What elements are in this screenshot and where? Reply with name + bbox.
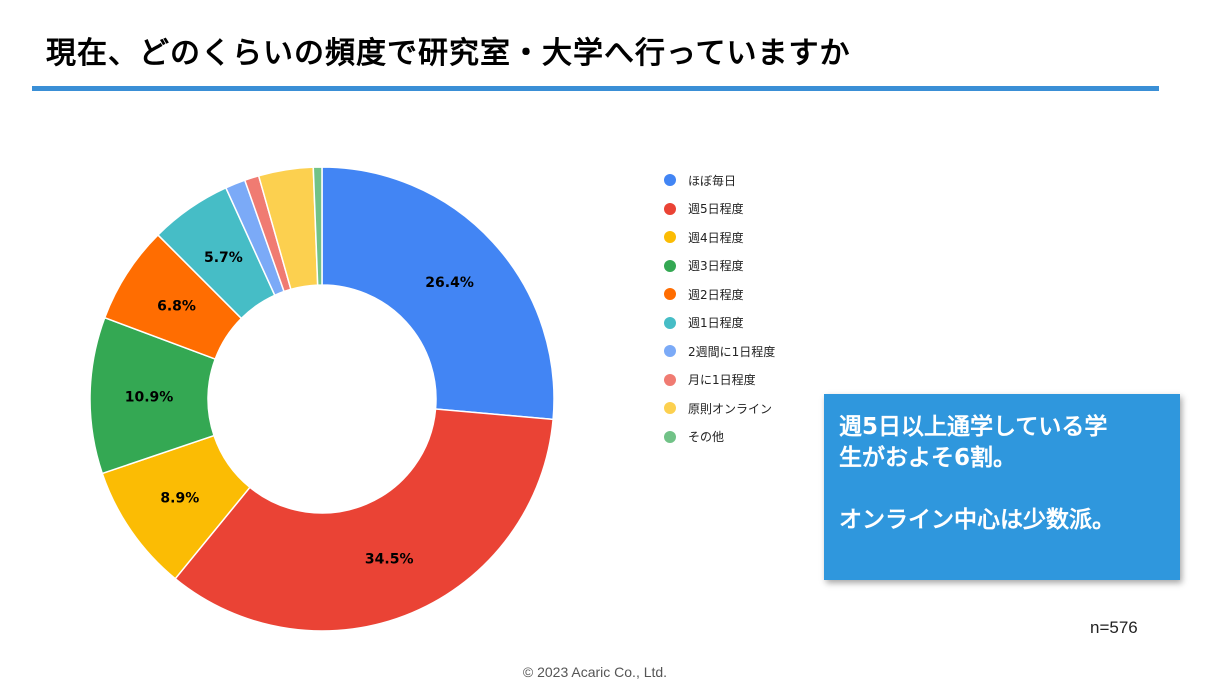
pie-slice-1	[321, 166, 555, 421]
legend-item-4: 週3日程度	[664, 252, 775, 281]
legend-item-2: 週5日程度	[664, 195, 775, 224]
legend-label: 週4日程度	[688, 230, 744, 245]
data-label-6: 5.7%	[204, 250, 243, 266]
data-label-3: 8.9%	[160, 491, 199, 507]
legend-label: 週3日程度	[688, 259, 744, 274]
legend-swatch-icon	[664, 174, 676, 187]
legend-label: 週1日程度	[688, 316, 744, 331]
legend-label: 週5日程度	[688, 202, 744, 217]
callout-line-2: 生がおよそ6割。	[839, 445, 1017, 471]
legend-swatch-icon	[664, 402, 676, 415]
legend-item-9: 原則オンライン	[664, 394, 775, 423]
chart-legend: ほぼ毎日週5日程度週4日程度週3日程度週2日程度週1日程度 2週間に1日程度 月に1…	[664, 166, 775, 451]
data-label-1: 26.4%	[425, 275, 474, 291]
sample-size: n=576	[1090, 618, 1138, 637]
legend-item-1: ほぼ毎日	[664, 166, 775, 195]
legend-item-10: その他	[664, 423, 775, 452]
legend-swatch-icon	[664, 373, 676, 386]
legend-label: 月に1日程度	[688, 373, 756, 388]
legend-item-8: 月に1日程度	[664, 366, 775, 395]
data-label-5: 6.8%	[157, 298, 196, 314]
legend-swatch-icon	[664, 316, 676, 329]
legend-label: その他	[688, 430, 725, 445]
callout-line-3: オンライン中心は少数派。	[839, 507, 1115, 533]
legend-swatch-icon	[664, 231, 676, 244]
legend-label: 原則オンライン	[688, 401, 773, 416]
callout-line-1: 週5日以上通学している学	[839, 414, 1108, 440]
legend-item-7: 2週間に1日程度	[664, 337, 775, 366]
legend-item-6: 週1日程度	[664, 309, 775, 338]
legend-label: 週2日程度	[688, 287, 744, 302]
copyright: © 2023 Acaric Co., Ltd.	[522, 664, 668, 680]
legend-item-3: 週4日程度	[664, 223, 775, 252]
legend-swatch-icon	[664, 345, 676, 358]
legend-item-5: 週2日程度	[664, 280, 775, 309]
legend-swatch-icon	[664, 202, 676, 215]
pie-slice-2	[174, 408, 554, 632]
pie-slice-10	[312, 166, 323, 286]
page-title: 現在、どのくらいの頻度で研究室・大学へ行っていますか	[46, 36, 851, 71]
legend-label: 2週間に1日程度	[688, 344, 776, 359]
legend-swatch-icon	[664, 259, 676, 272]
data-label-4: 10.9%	[125, 389, 174, 405]
summary-callout: 週5日以上通学している学 生がおよそ6割。 オンライン中心は少数派。	[824, 394, 1180, 580]
legend-label: ほぼ毎日	[688, 173, 737, 188]
data-label-2: 34.5%	[365, 551, 414, 567]
legend-swatch-icon	[664, 430, 676, 443]
title-divider	[32, 86, 1159, 91]
legend-swatch-icon	[664, 288, 676, 301]
